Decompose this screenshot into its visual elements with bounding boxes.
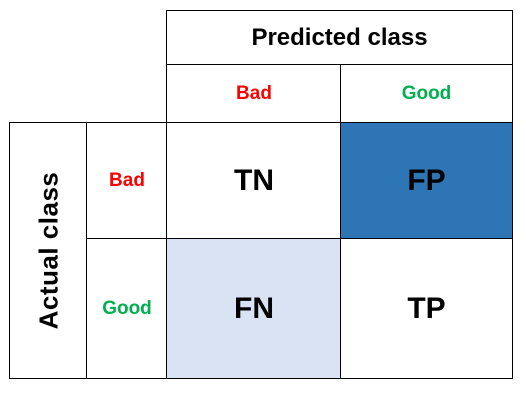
false-negative-cell: FN	[166, 238, 341, 379]
actual-class-label: Actual class	[33, 171, 63, 330]
actual-bad-label: Bad	[86, 122, 167, 239]
true-negative-cell: TN	[166, 122, 341, 239]
actual-class-header: Actual class	[9, 122, 87, 379]
true-positive-cell: TP	[340, 238, 513, 379]
predicted-class-header: Predicted class	[166, 10, 513, 65]
false-positive-cell: FP	[340, 122, 513, 239]
predicted-bad-label: Bad	[166, 64, 341, 123]
predicted-good-label: Good	[340, 64, 513, 123]
actual-good-label: Good	[86, 238, 167, 379]
